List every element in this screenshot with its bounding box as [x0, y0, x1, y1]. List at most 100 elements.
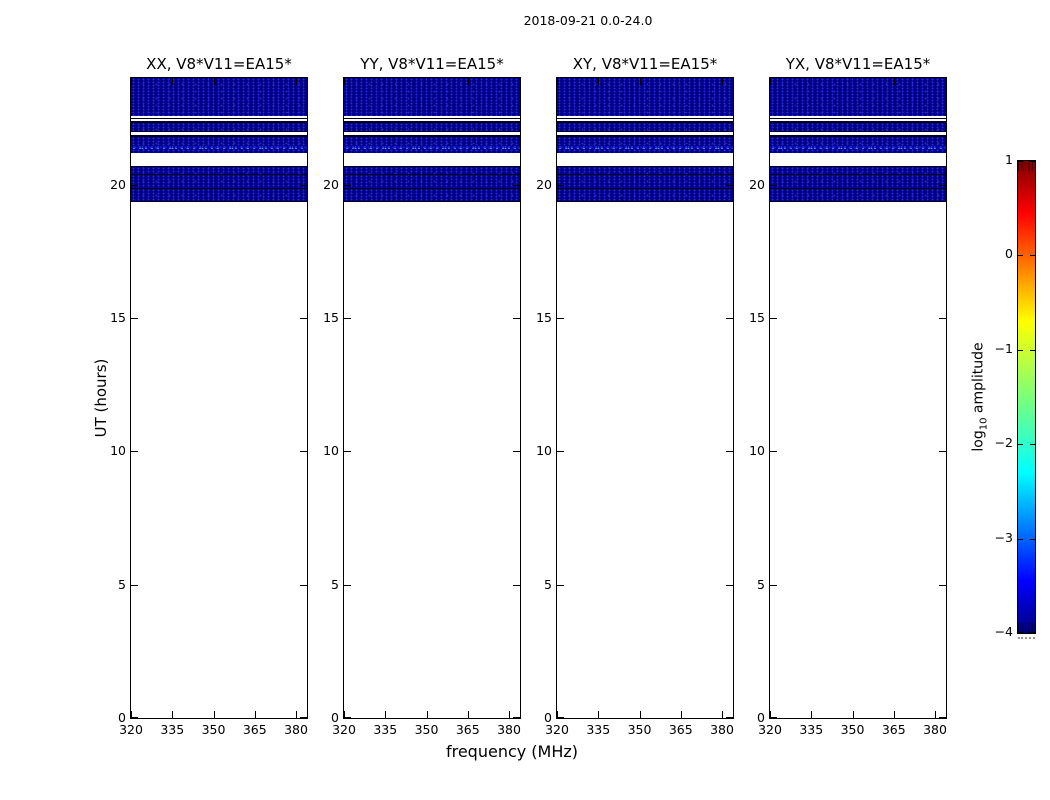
plot-area: 320 335 350 365 380 0 5 10 15 20	[536, 77, 734, 736]
data-gap	[344, 153, 520, 167]
tick-mark	[1030, 444, 1035, 446]
data-gap	[344, 119, 520, 122]
tick-mark	[680, 78, 682, 85]
data-row	[131, 167, 307, 174]
data-row	[770, 136, 946, 146]
data-row	[557, 135, 733, 137]
x-tick-label: 365	[242, 722, 267, 737]
tick-mark	[513, 451, 520, 453]
data-row	[557, 78, 733, 116]
data-row	[131, 130, 307, 133]
data-row	[344, 173, 520, 176]
tick-mark	[513, 584, 520, 586]
data-row	[770, 166, 946, 168]
data-row	[770, 167, 946, 174]
plot-area: 320 335 350 365 380 0 5 10 15 20	[110, 77, 308, 736]
tick-mark	[513, 318, 520, 319]
tick-mark	[722, 711, 723, 718]
tick-mark	[213, 711, 215, 718]
data-row	[557, 130, 733, 133]
x-tick-label: 320	[332, 722, 356, 737]
tick-mark	[598, 78, 600, 85]
y-tick-label: 5	[331, 576, 339, 592]
data-row	[557, 145, 733, 149]
data-row	[344, 189, 520, 201]
data-row	[770, 200, 946, 203]
data-row	[557, 189, 733, 201]
data-row	[557, 136, 733, 146]
tick-mark	[939, 451, 946, 453]
y-tick-label: 5	[118, 576, 126, 592]
tick-mark	[1030, 349, 1035, 351]
panel-title: YX, V8*V11=EA15*	[785, 55, 931, 73]
data-row	[131, 145, 307, 149]
tick-mark	[300, 318, 307, 319]
y-tick-label: 15	[110, 310, 126, 325]
y-tick-label: 5	[544, 576, 552, 592]
y-tick-label: 20	[323, 176, 339, 192]
tick-mark	[770, 584, 777, 586]
colorbar-top-hatch	[1018, 161, 1035, 171]
data-row	[557, 175, 733, 189]
data-band	[131, 78, 307, 203]
data-row	[344, 122, 520, 131]
tick-mark	[1018, 349, 1023, 351]
tick-mark	[770, 184, 777, 186]
x-tick-label: 335	[586, 722, 611, 737]
data-row	[557, 118, 733, 120]
tick-mark	[296, 711, 297, 718]
y-tick-label: 20	[110, 176, 126, 192]
tick-mark	[770, 451, 777, 453]
colorbar-bottom-hatch	[1018, 623, 1035, 633]
data-row	[131, 118, 307, 120]
x-tick-label: 365	[455, 722, 480, 737]
tick-mark	[467, 711, 469, 718]
x-tick-label: 380	[497, 722, 521, 737]
data-row	[131, 121, 307, 123]
tick-mark	[254, 711, 256, 718]
data-row	[557, 188, 733, 190]
data-row	[557, 173, 733, 176]
tick-mark	[557, 184, 564, 186]
data-gap	[131, 116, 307, 118]
y-tick-label: 20	[536, 176, 552, 192]
data-row	[344, 188, 520, 190]
y-tick-label: 5	[757, 576, 765, 592]
data-row	[770, 145, 946, 149]
tick-mark	[172, 711, 174, 718]
data-band	[557, 78, 733, 203]
colorbar-tick-label: −2	[994, 435, 1013, 451]
colorbar-label-sub: 10	[978, 417, 990, 431]
tick-mark	[770, 78, 771, 85]
data-row	[770, 121, 946, 123]
tick-mark	[680, 711, 682, 718]
tick-mark	[557, 584, 564, 586]
data-row	[131, 166, 307, 168]
plot-area: 320 335 350 365 380 0 5 10 15 20	[323, 77, 521, 736]
x-tick-label: 350	[627, 722, 652, 737]
data-row	[344, 166, 520, 168]
data-row	[344, 175, 520, 189]
tick-mark	[639, 78, 641, 85]
data-row	[344, 200, 520, 203]
tick-mark	[557, 78, 558, 85]
figure-title: 2018-09-21 0.0-24.0	[523, 13, 653, 28]
y-tick-label: 20	[749, 176, 765, 192]
tick-mark	[344, 717, 351, 718]
data-row	[131, 173, 307, 176]
tick-mark	[426, 711, 428, 718]
tick-mark	[1030, 161, 1035, 162]
tick-mark	[131, 451, 138, 453]
tick-mark	[344, 584, 351, 586]
tick-mark	[509, 711, 510, 718]
tick-mark	[722, 78, 723, 85]
data-gap	[770, 116, 946, 118]
tick-mark	[939, 318, 946, 319]
y-tick-label: 0	[118, 710, 126, 725]
y-tick-label: 0	[757, 710, 765, 725]
y-tick-label: 15	[323, 310, 339, 325]
x-tick-label: 365	[668, 722, 693, 737]
tick-mark	[300, 451, 307, 453]
tick-mark	[131, 711, 132, 718]
panel-xx: XX, V8*V11=EA15* 320 335 350 365 380 0 5 10 15 20	[110, 55, 308, 736]
